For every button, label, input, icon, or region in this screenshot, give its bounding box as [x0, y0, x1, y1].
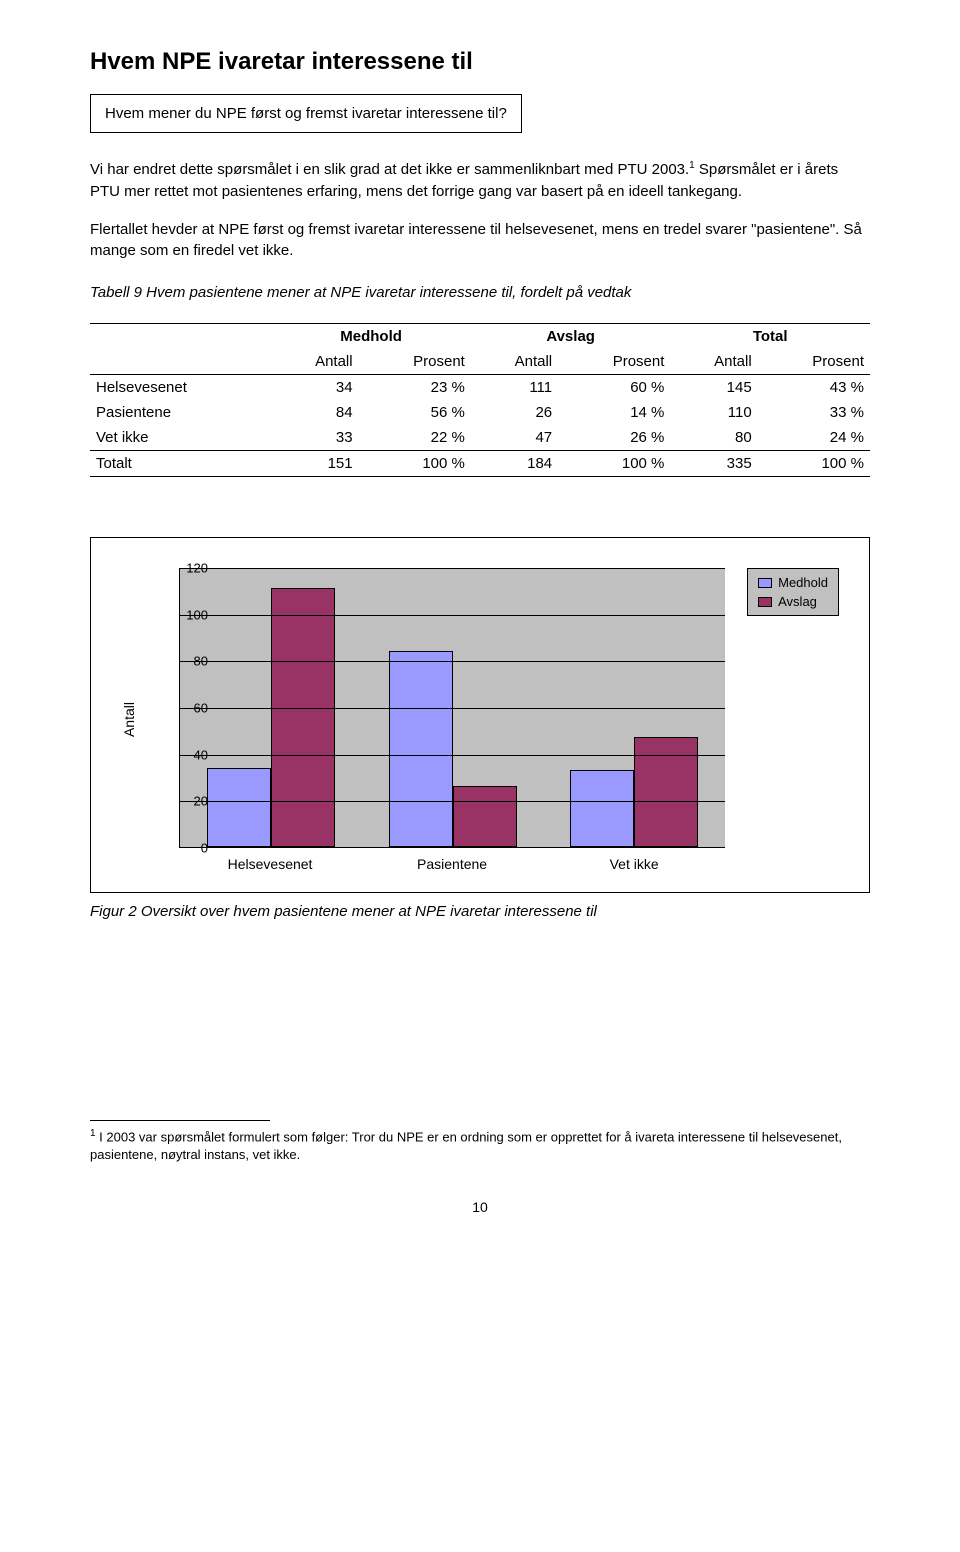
chart-bar: [207, 768, 271, 847]
cell: 22 %: [359, 425, 471, 451]
chart-ylabel: Antall: [121, 702, 137, 737]
chart-gridline: [180, 755, 725, 756]
chart-gridline: [180, 708, 725, 709]
cell: 14 %: [558, 400, 670, 425]
cell: 43 %: [758, 375, 870, 401]
col-group-medhold: Medhold: [271, 324, 471, 350]
paragraph-2: Flertallet hevder at NPE først og fremst…: [90, 219, 870, 263]
chart-xlabel: Helsevesenet: [179, 856, 361, 872]
chart-bar: [271, 588, 335, 847]
cell: 80: [670, 425, 757, 451]
chart-container: Antall 020406080100120 HelsevesenetPasie…: [90, 537, 870, 893]
chart-bar: [389, 651, 453, 847]
cell: 26: [471, 400, 558, 425]
table-row: Pasientene 84 56 % 26 14 % 110 33 %: [90, 400, 870, 425]
footnote: 1 I 2003 var spørsmålet formulert som fø…: [90, 1127, 870, 1163]
cell: 145: [670, 375, 757, 401]
row-label: Vet ikke: [90, 425, 271, 451]
para1-a: Vi har endret dette spørsmålet i en slik…: [90, 161, 689, 178]
chart-gridline: [180, 661, 725, 662]
subcol: Prosent: [558, 349, 670, 375]
chart-gridline: [180, 801, 725, 802]
chart-legend: Medhold Avslag: [747, 568, 839, 616]
chart-xlabel: Vet ikke: [543, 856, 725, 872]
legend-swatch: [758, 578, 772, 588]
legend-swatch: [758, 597, 772, 607]
table-row: Vet ikke 33 22 % 47 26 % 80 24 %: [90, 425, 870, 451]
data-table: Medhold Avslag Total Antall Prosent Anta…: [90, 323, 870, 477]
cell: 47: [471, 425, 558, 451]
page-title: Hvem NPE ivaretar interessene til: [90, 48, 870, 76]
cell: 33 %: [758, 400, 870, 425]
table-caption: Tabell 9 Hvem pasientene mener at NPE iv…: [90, 284, 870, 301]
chart-bar: [453, 786, 517, 847]
chart-bar: [570, 770, 634, 847]
footnote-separator: [90, 1120, 270, 1121]
col-group-avslag: Avslag: [471, 324, 671, 350]
chart-plot-area: 020406080100120: [179, 568, 725, 848]
question-box: Hvem mener du NPE først og fremst ivaret…: [90, 94, 522, 133]
cell: 100 %: [558, 451, 670, 477]
page-number: 10: [90, 1199, 870, 1215]
cell: 84: [271, 400, 358, 425]
legend-label: Avslag: [778, 594, 817, 609]
cell: 24 %: [758, 425, 870, 451]
subcol: Antall: [271, 349, 358, 375]
footnote-text: I 2003 var spørsmålet formulert som følg…: [90, 1129, 842, 1162]
cell: 56 %: [359, 400, 471, 425]
legend-item: Avslag: [758, 594, 828, 609]
paragraph-1: Vi har endret dette spørsmålet i en slik…: [90, 159, 870, 203]
subcol: Prosent: [758, 349, 870, 375]
row-label: Helsevesenet: [90, 375, 271, 401]
cell: 33: [271, 425, 358, 451]
legend-label: Medhold: [778, 575, 828, 590]
table-total-row: Totalt 151 100 % 184 100 % 335 100 %: [90, 451, 870, 477]
chart-gridline: [180, 615, 725, 616]
cell: 34: [271, 375, 358, 401]
row-label: Totalt: [90, 451, 271, 477]
question-text: Hvem mener du NPE først og fremst ivaret…: [105, 105, 507, 122]
cell: 100 %: [359, 451, 471, 477]
cell: 100 %: [758, 451, 870, 477]
cell: 111: [471, 375, 558, 401]
cell: 151: [271, 451, 358, 477]
table-row: Helsevesenet 34 23 % 111 60 % 145 43 %: [90, 375, 870, 401]
cell: 23 %: [359, 375, 471, 401]
col-group-total: Total: [670, 324, 870, 350]
chart-gridline: [180, 568, 725, 569]
cell: 335: [670, 451, 757, 477]
cell: 184: [471, 451, 558, 477]
subcol: Antall: [670, 349, 757, 375]
chart-xlabel: Pasientene: [361, 856, 543, 872]
subcol: Prosent: [359, 349, 471, 375]
cell: 110: [670, 400, 757, 425]
cell: 60 %: [558, 375, 670, 401]
subcol: Antall: [471, 349, 558, 375]
cell: 26 %: [558, 425, 670, 451]
legend-item: Medhold: [758, 575, 828, 590]
figure-caption: Figur 2 Oversikt over hvem pasientene me…: [90, 903, 870, 920]
row-label: Pasientene: [90, 400, 271, 425]
